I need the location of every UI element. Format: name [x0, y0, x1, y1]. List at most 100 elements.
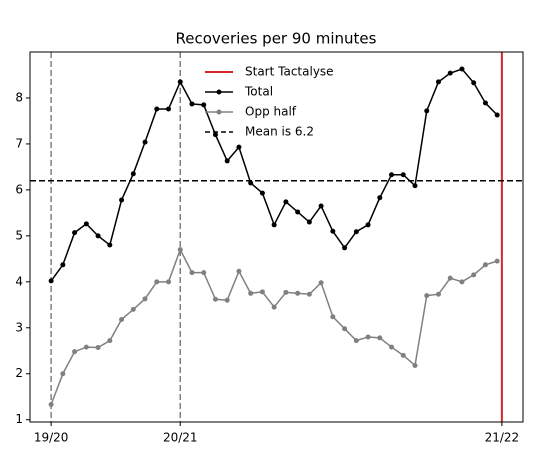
point [283, 199, 289, 205]
point [201, 102, 207, 108]
point [189, 270, 195, 276]
point [435, 79, 441, 85]
point [306, 219, 312, 225]
point [236, 268, 242, 274]
legend-label: Opp half [245, 105, 297, 119]
series-line [50, 247, 498, 405]
legend-dot [216, 89, 222, 95]
x-tick-label: 20/21 [163, 431, 198, 445]
point [107, 242, 113, 248]
point [177, 79, 183, 85]
point [224, 158, 230, 164]
point [494, 258, 500, 264]
point [166, 106, 172, 112]
y-tick-label: 4 [15, 274, 23, 288]
point [459, 66, 465, 72]
point [377, 195, 383, 201]
legend-label: Mean is 6.2 [245, 125, 314, 139]
point [177, 247, 183, 253]
point [330, 228, 336, 234]
y-tick-label: 2 [15, 366, 23, 380]
point [83, 344, 89, 350]
point [295, 209, 301, 215]
point [154, 279, 160, 285]
point [72, 349, 78, 355]
point [48, 402, 54, 408]
point [330, 314, 336, 320]
point [224, 297, 230, 303]
point [306, 291, 312, 297]
point [154, 106, 160, 112]
point [130, 171, 136, 177]
point [447, 275, 453, 281]
point [271, 304, 277, 310]
point [119, 197, 125, 203]
point [119, 317, 125, 323]
point [377, 335, 383, 341]
point [365, 222, 371, 228]
point [60, 262, 66, 268]
point [95, 345, 101, 351]
point [248, 180, 254, 186]
y-tick-label: 3 [15, 320, 23, 334]
legend-dot [216, 109, 222, 115]
point [424, 108, 430, 114]
x-tick-label: 19/20 [34, 431, 69, 445]
point [236, 144, 242, 150]
y-tick-label: 1 [15, 412, 23, 426]
point [271, 222, 277, 228]
point [283, 289, 289, 295]
point [400, 172, 406, 178]
y-tick-label: 8 [15, 90, 23, 104]
point [424, 293, 430, 299]
y-tick-label: 6 [15, 182, 23, 196]
point [259, 190, 265, 196]
point [353, 229, 359, 235]
series-line [50, 68, 498, 282]
point [142, 296, 148, 302]
point [482, 262, 488, 268]
point [95, 233, 101, 239]
point [447, 70, 453, 76]
chart-title: Recoveries per 90 minutes [176, 30, 377, 48]
point [353, 338, 359, 344]
y-tick-label: 7 [15, 136, 23, 150]
point [318, 280, 324, 286]
point [107, 338, 113, 344]
point [342, 326, 348, 332]
point [201, 270, 207, 276]
point [412, 362, 418, 368]
legend-label: Total [244, 85, 273, 99]
point [130, 306, 136, 312]
point [389, 172, 395, 178]
point [60, 371, 66, 377]
point [435, 291, 441, 297]
point [142, 139, 148, 145]
point [482, 100, 488, 106]
plot-frame [29, 51, 524, 423]
y-tick-label: 5 [15, 228, 23, 242]
point [342, 245, 348, 251]
point [365, 334, 371, 340]
point [471, 272, 477, 278]
point [412, 183, 418, 189]
point [48, 278, 54, 284]
point [494, 112, 500, 118]
point [83, 221, 89, 227]
point [295, 290, 301, 296]
point [248, 290, 254, 296]
legend-label: Start Tactalyse [245, 65, 334, 79]
point [318, 203, 324, 209]
point [400, 352, 406, 358]
point [212, 296, 218, 302]
point [471, 80, 477, 86]
point [259, 289, 265, 295]
point [459, 279, 465, 285]
x-tick-label: 21/22 [485, 431, 520, 445]
point [212, 132, 218, 138]
point [166, 279, 172, 285]
point [189, 101, 195, 107]
point [72, 230, 78, 236]
point [389, 344, 395, 350]
